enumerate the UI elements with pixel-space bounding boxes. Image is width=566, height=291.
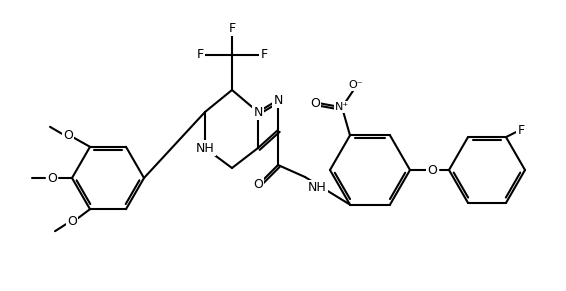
Text: N: N: [273, 93, 282, 107]
Text: O: O: [427, 164, 437, 177]
Text: F: F: [260, 49, 268, 61]
Text: N: N: [254, 106, 263, 118]
Text: O: O: [253, 178, 263, 191]
Text: N⁺: N⁺: [335, 102, 349, 112]
Text: O: O: [67, 215, 77, 228]
Text: F: F: [517, 124, 525, 136]
Text: F: F: [229, 22, 235, 35]
Text: F: F: [196, 49, 204, 61]
Text: NH: NH: [196, 141, 215, 155]
Text: O: O: [63, 129, 73, 142]
Text: O: O: [47, 171, 57, 184]
Text: NH: NH: [308, 181, 327, 194]
Text: O: O: [310, 97, 320, 110]
Text: O⁻: O⁻: [349, 80, 363, 91]
